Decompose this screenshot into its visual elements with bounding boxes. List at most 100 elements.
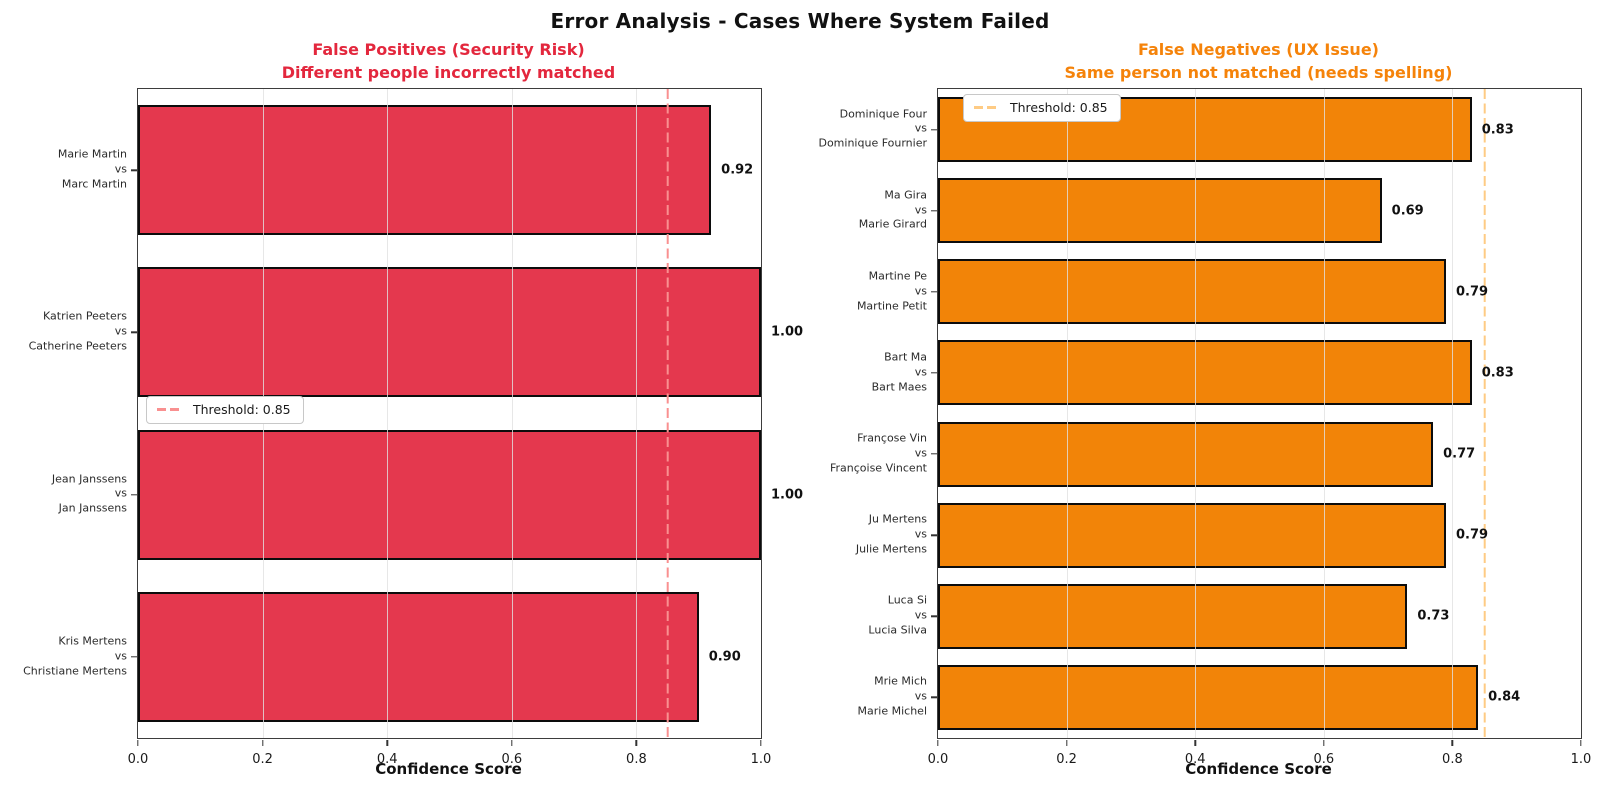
threshold-line (1483, 89, 1486, 738)
category-label: Mrie Mich vs Marie Michel (858, 675, 927, 720)
x-axis-label: Confidence Score (1185, 760, 1332, 778)
person-name: Catherine Peeters (28, 339, 127, 353)
x-tick-label: 0.0 (927, 752, 949, 767)
person-name: Martine Pe (868, 269, 927, 283)
y-tick-mark (131, 493, 137, 496)
legend-label: Threshold: 0.85 (193, 402, 291, 417)
x-tick-label: 0.2 (252, 752, 273, 767)
x-tick-mark (1580, 740, 1582, 746)
dashed-line-swatch (974, 106, 1000, 109)
plot-area: Threshold: 0.85 0.83 Dominique Four vs Domi… (818, 88, 1591, 767)
x-tick-label: 0.8 (1442, 752, 1463, 767)
bar-value-label: 1.00 (771, 487, 804, 503)
gridline (1452, 89, 1454, 738)
category-label: Jean Janssens vs Jan Janssens (52, 472, 127, 517)
x-tick-mark (635, 740, 638, 746)
x-axis-label: Confidence Score (375, 760, 522, 778)
gridline (636, 89, 638, 738)
y-tick-mark (931, 453, 937, 455)
vs-label: vs (114, 324, 127, 338)
vs-label: vs (914, 446, 927, 460)
person-name: Marie Martin (57, 147, 127, 161)
bar-value-label: 0.77 (1443, 446, 1476, 462)
person-name: Marc Martin (61, 177, 127, 191)
bar (138, 267, 761, 398)
x-tick-label: 0.8 (626, 752, 647, 767)
person-name: Bart Maes (871, 380, 927, 394)
x-tick-mark (261, 740, 264, 746)
y-tick-mark (131, 656, 137, 658)
x-tick-label: 0.6 (1313, 752, 1335, 767)
x-tick-label: 0.2 (1056, 752, 1077, 767)
person-name: Jan Janssens (58, 502, 127, 516)
y-tick-mark (131, 169, 137, 171)
x-tick-label: 0.0 (127, 752, 149, 767)
category-label: Ma Gira vs Marie Girard (859, 188, 927, 233)
person-name: Bart Ma (884, 350, 927, 364)
person-name: Dominique Fournier (818, 136, 927, 150)
bar (938, 340, 1472, 406)
y-tick-mark (931, 209, 937, 212)
bar (138, 105, 712, 236)
bar-value-label: 0.69 (1391, 203, 1424, 219)
x-tick-label: 1.0 (1570, 752, 1592, 767)
category-label: Katrien Peeters vs Catherine Peeters (29, 310, 127, 355)
chart-title-line2: Different people incorrectly matched (281, 62, 616, 82)
category-label: Martine Pe vs Martine Petit (857, 270, 927, 315)
x-tick-label: 0.4 (1184, 752, 1206, 767)
bar-value-label: 0.73 (1417, 608, 1450, 624)
chart-title-line1: False Negatives (UX Issue) (1138, 40, 1379, 59)
bar (938, 583, 1408, 649)
vs-label: vs (114, 649, 127, 663)
person-name: Ma Gira (884, 188, 927, 202)
person-name: Kris Mertens (58, 634, 127, 648)
person-name: Mrie Mich (874, 675, 927, 689)
vs-label: vs (914, 608, 927, 622)
bar-value-label: 0.90 (708, 649, 741, 665)
person-name: Luca Si (887, 594, 927, 608)
x-tick-mark (137, 740, 139, 746)
category-label: Ju Mertens vs Julie Mertens (856, 513, 927, 558)
x-tick-mark (760, 740, 762, 746)
bar-value-label: 0.84 (1488, 689, 1521, 705)
bar-value-label: 1.00 (771, 324, 804, 340)
bar (938, 664, 1479, 730)
person-name: Marie Michel (857, 704, 927, 718)
bar (138, 429, 761, 560)
y-tick-mark (931, 291, 937, 293)
person-name: Françoise Vincent (829, 461, 927, 475)
person-name: Jean Janssens (51, 472, 127, 486)
chart-title: False Negatives (UX Issue) Same person n… (937, 39, 1580, 84)
category-label: Françose Vin vs Françoise Vincent (830, 432, 927, 477)
person-name: Lucia Silva (868, 623, 927, 637)
gridline (1066, 89, 1068, 738)
person-name: Katrien Peeters (43, 310, 127, 324)
chart-title-line2: Same person not matched (needs spelling) (1064, 62, 1453, 82)
vs-label: vs (914, 690, 927, 704)
bar-value-label: 0.79 (1455, 284, 1489, 300)
x-tick-mark (1451, 740, 1454, 746)
y-tick-mark (931, 372, 937, 374)
category-label: Bart Ma vs Bart Maes (872, 351, 927, 396)
x-tick-mark (1323, 740, 1325, 746)
person-name: Dominique Four (839, 107, 927, 121)
bar-value-label: 0.92 (721, 162, 754, 178)
vs-label: vs (914, 284, 927, 298)
bar (938, 421, 1434, 487)
x-tick-label: 0.4 (376, 752, 398, 767)
chart-title: False Positives (Security Risk) Differen… (137, 39, 760, 84)
x-tick-label: 1.0 (750, 752, 772, 767)
x-tick-mark (937, 740, 939, 746)
y-tick-mark (931, 128, 937, 131)
chart-title-line1: False Positives (Security Risk) (312, 40, 585, 59)
gridline (1323, 89, 1325, 738)
vs-label: vs (914, 365, 927, 379)
bar (138, 591, 699, 722)
legend-label: Threshold: 0.85 (1010, 100, 1108, 115)
threshold-legend: Threshold: 0.85 (146, 396, 304, 424)
person-name: Julie Mertens (855, 542, 927, 556)
person-name: Christiane Mertens (23, 664, 127, 678)
